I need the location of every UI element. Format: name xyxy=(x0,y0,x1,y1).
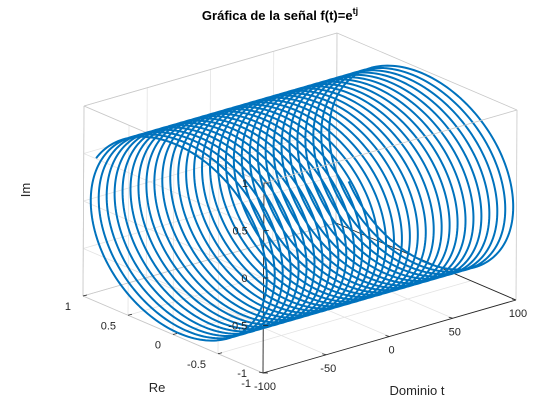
box-edge-back xyxy=(82,105,85,297)
x-tick-label: -100 xyxy=(254,381,276,393)
box-edge-back xyxy=(83,32,338,107)
x-tick-mark xyxy=(258,371,264,374)
signal-line xyxy=(89,64,515,342)
z-axis-label: Im xyxy=(18,183,33,197)
chart-title-main: Gráfica de la señal f(t)=e xyxy=(202,8,353,23)
y-axis-label: Re xyxy=(149,380,166,395)
x-tick-label: 50 xyxy=(449,326,461,338)
x-tick-mark xyxy=(448,316,453,319)
grid-line-y xyxy=(217,280,472,355)
x-tick-mark xyxy=(511,298,517,301)
y-tick-mark xyxy=(217,352,223,355)
y-tick-mark xyxy=(127,313,133,316)
y-tick-label: -1 xyxy=(241,378,251,390)
y-tick-label: 0 xyxy=(155,340,161,352)
z-tick-label: 0 xyxy=(241,273,247,285)
chart-title: Gráfica de la señal f(t)=etj xyxy=(202,6,358,23)
y-tick-label: -0.5 xyxy=(187,359,206,371)
axes-box-front xyxy=(263,32,518,301)
x-tick-label: 100 xyxy=(509,308,527,320)
x-tick-label: 0 xyxy=(388,345,394,357)
signal-curve xyxy=(89,64,515,342)
z-tick-label: -1 xyxy=(237,368,247,380)
y-tick-label: 0.5 xyxy=(101,320,116,332)
chart-title-superscript: tj xyxy=(353,6,359,16)
tick-labels: -100 -50 0 50 100 -1 -0.5 0 0.5 1 -1 -0.5 0 0.5 1 xyxy=(65,178,527,393)
box-edge-front xyxy=(515,109,518,301)
y-tick-mark xyxy=(82,294,88,297)
grid-line-z xyxy=(83,248,264,326)
box-edge-front xyxy=(263,109,518,184)
x-axis-label: Dominio t xyxy=(390,383,445,398)
x-tick-label: -50 xyxy=(320,363,336,375)
x-tick-mark xyxy=(385,335,390,337)
grid-line-z xyxy=(83,200,264,279)
z-tick-label: -0.5 xyxy=(228,321,247,333)
x-tick-mark xyxy=(322,353,327,356)
y-tick-label: 1 xyxy=(65,301,71,313)
z-tick-label: 1 xyxy=(242,178,248,190)
z-tick-label: 0.5 xyxy=(232,226,247,238)
grid-line-z xyxy=(83,153,264,231)
box-edge-front xyxy=(336,32,518,111)
y-tick-mark xyxy=(172,333,178,335)
